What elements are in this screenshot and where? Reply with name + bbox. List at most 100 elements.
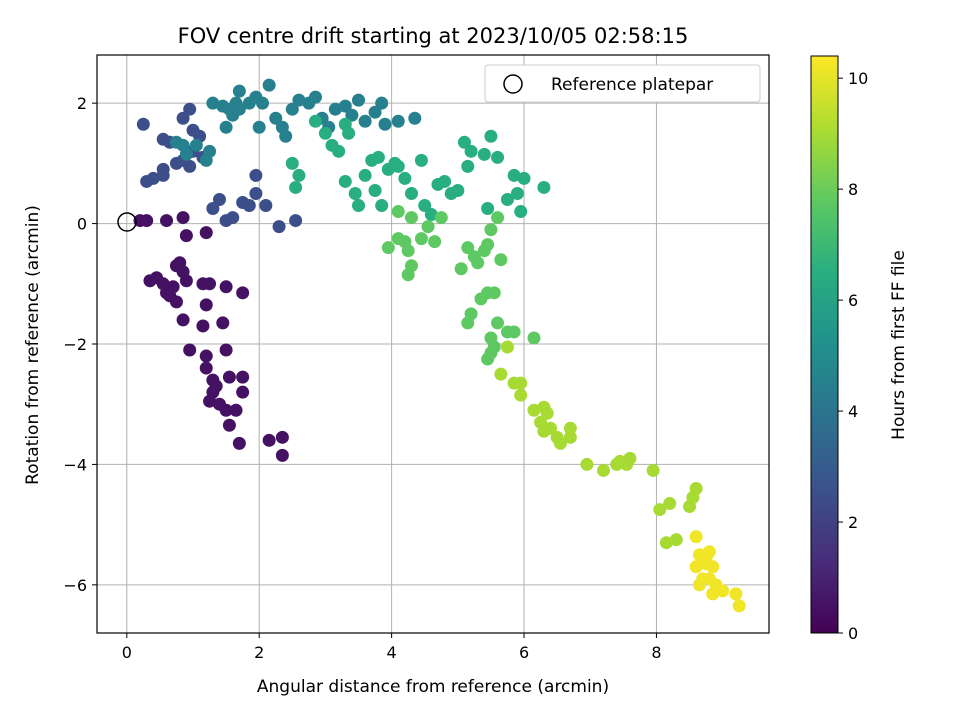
data-point [189,138,203,152]
data-point [464,144,478,158]
data-point [457,135,471,149]
data-point [563,421,577,435]
data-point [623,451,637,465]
data-point [580,457,594,471]
data-point [375,96,389,110]
data-point [199,153,213,167]
data-point [252,120,266,134]
data-point [368,183,382,197]
data-point [308,114,322,128]
data-point [491,211,505,225]
data-point [514,205,528,219]
data-point [179,274,193,288]
data-point [375,199,389,213]
data-point [176,313,190,327]
data-points [133,78,746,613]
data-point [166,280,180,294]
data-point [136,117,150,131]
legend-box [484,64,761,103]
data-point [434,211,448,225]
data-point [289,214,303,228]
data-point [414,232,428,246]
data-point [404,211,418,225]
data-point [378,117,392,131]
data-point [540,406,554,420]
data-point [491,316,505,330]
data-point [438,174,452,188]
data-point [219,403,233,417]
chart-title: FOV centre drift starting at 2023/10/05 … [178,24,689,48]
data-point [596,463,610,477]
colorbar-tick-label: 4 [848,402,858,421]
data-point [262,433,276,447]
data-point [699,551,713,565]
data-point [663,497,677,511]
x-tick-label: 6 [519,643,529,662]
data-point [242,199,256,213]
data-point [507,325,521,339]
data-point [484,346,498,360]
data-point [285,156,299,170]
data-point [689,530,703,544]
data-point [348,186,362,200]
data-point [318,126,332,140]
data-point [692,578,706,592]
data-point [232,436,246,450]
data-point [414,153,428,167]
data-point [527,331,541,345]
data-point [272,220,286,234]
colorbar-label: Hours from first FF file [889,250,909,440]
data-point [169,295,183,309]
colorbar: 0 2 4 6 8 10 Hours from first FF file [810,55,909,643]
data-point [285,102,299,116]
data-point [484,129,498,143]
data-point [421,220,435,234]
data-point [352,199,366,213]
data-point [517,171,531,185]
data-point [689,482,703,495]
data-point [461,241,475,255]
data-point [236,370,250,384]
data-point [514,388,528,402]
data-point [199,298,213,312]
colorbar-tick-label: 2 [848,513,858,532]
x-tick-label: 0 [122,643,132,662]
data-point [212,193,226,206]
data-point [156,168,170,182]
data-point [653,503,667,517]
data-point [510,186,524,200]
data-point [308,90,322,104]
data-point [176,111,190,125]
data-point [358,114,372,128]
data-point [500,340,514,354]
data-point [219,214,233,228]
data-point [236,385,250,399]
data-point [428,235,442,249]
colorbar-tick-label: 6 [848,291,858,310]
data-point [358,168,372,182]
data-point [179,147,193,161]
data-point [160,214,174,228]
data-point [491,150,505,164]
data-point [553,436,567,450]
data-point [222,370,236,384]
data-point [203,277,217,291]
data-point [371,150,385,164]
data-point [368,105,382,119]
reference-marker [117,212,137,232]
data-point [716,584,730,598]
data-point [262,78,276,92]
data-point [203,394,217,408]
data-point [229,403,243,417]
data-point [249,168,263,182]
data-point [706,560,720,574]
data-point [338,99,352,113]
data-point [702,572,716,586]
data-point [563,430,577,444]
colorbar-tick-label: 0 [848,624,858,643]
data-point [179,229,193,243]
data-point [494,253,508,267]
colorbar-ticks: 0 2 4 6 8 10 [838,69,868,643]
data-point [196,319,210,333]
data-point [292,93,306,107]
